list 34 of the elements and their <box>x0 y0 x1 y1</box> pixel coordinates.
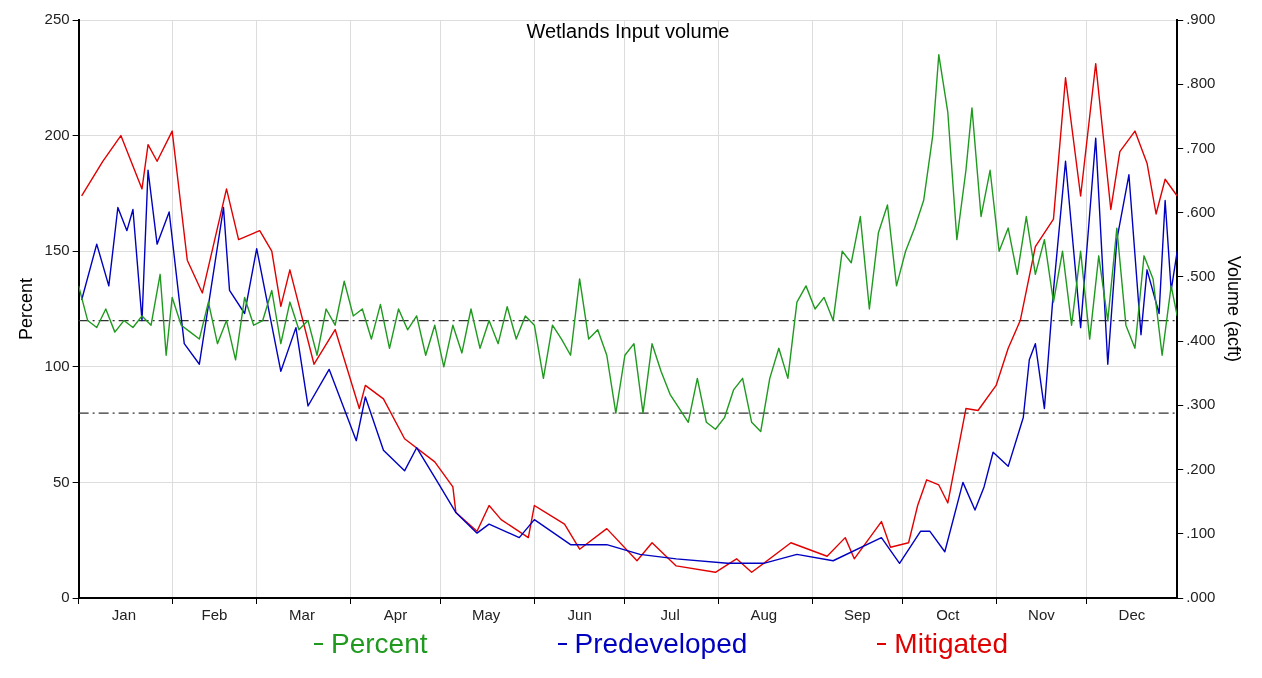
y-tick-label: 50 <box>52 472 70 490</box>
legend-label: Predeveloped <box>574 628 748 660</box>
x-tick-label: Nov <box>1028 606 1056 624</box>
legend-label: Mitigated <box>894 628 1008 660</box>
x-tick-label: Aug <box>750 606 778 624</box>
x-tick-label: Jun <box>567 606 592 624</box>
y2-axis-title: Volume (acft) <box>1224 255 1245 363</box>
y2-tick-label: .100 <box>1186 523 1216 541</box>
x-tick-label: Sep <box>843 606 871 624</box>
x-tick-label: Dec <box>1118 606 1146 624</box>
x-tick-label: Oct <box>936 606 961 624</box>
x-tick-label: Feb <box>201 606 228 624</box>
y-tick-label: 200 <box>44 125 70 143</box>
x-tick-label: Apr <box>383 606 408 624</box>
y2-tick-label: .800 <box>1186 74 1216 92</box>
legend-label: Percent <box>331 628 428 660</box>
y2-tick-label: .000 <box>1186 588 1216 606</box>
y-tick-label: 150 <box>44 241 70 259</box>
chart-title: Wetlands Input volume <box>526 19 730 42</box>
x-tick-label: Jan <box>111 606 136 624</box>
y2-tick-label: .500 <box>1186 267 1216 285</box>
y-tick-label: 0 <box>61 588 70 606</box>
y-tick-label: 250 <box>44 10 70 28</box>
y-tick-label: 100 <box>44 356 70 374</box>
x-tick-label: Jul <box>660 606 680 624</box>
y2-tick-label: .400 <box>1186 331 1216 349</box>
y2-tick-label: .700 <box>1186 138 1216 156</box>
x-tick-label: Mar <box>289 606 315 624</box>
y2-tick-label: .600 <box>1186 202 1216 220</box>
x-tick-label: May <box>471 606 501 624</box>
y-axis-title: Percent <box>15 277 36 341</box>
y2-tick-label: .300 <box>1186 395 1216 413</box>
y2-tick-label: .900 <box>1186 10 1216 28</box>
y2-tick-label: .200 <box>1186 459 1216 477</box>
